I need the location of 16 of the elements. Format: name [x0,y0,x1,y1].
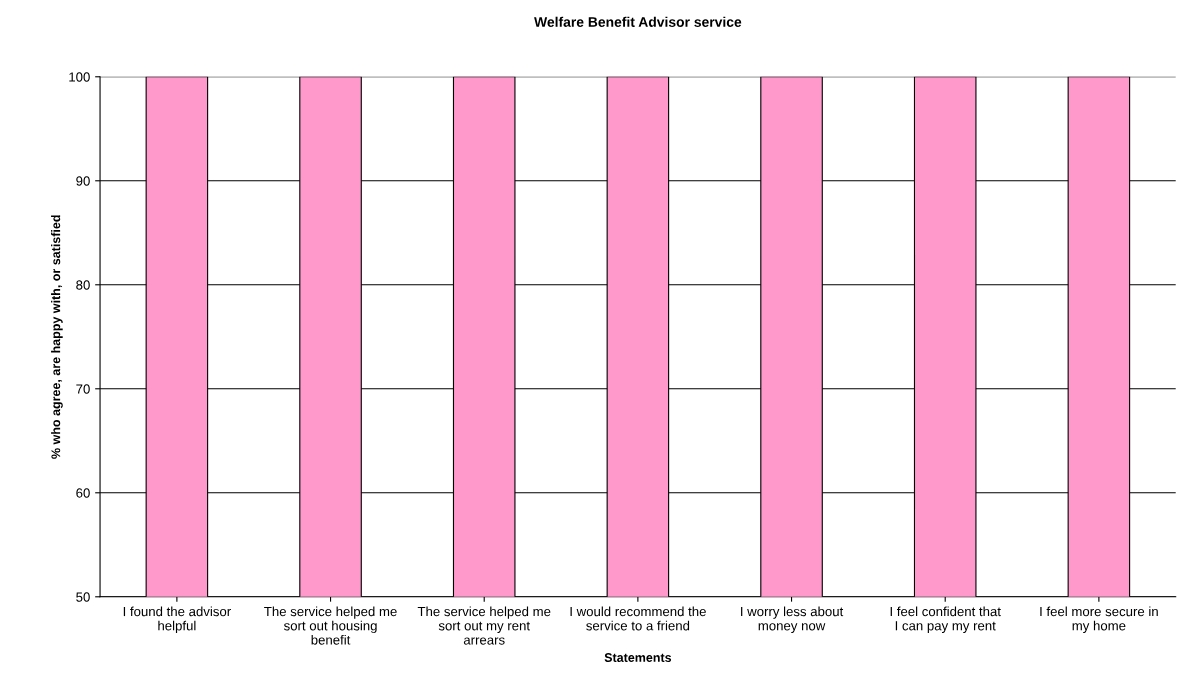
x-tick-label: The service helped me sort out my rent arrears [417,606,551,645]
x-axis-title: Statements [604,653,672,662]
x-tick-label: I worry less about money now [741,606,844,634]
y-tick-label: 60 [76,488,90,498]
x-tick-label: I feel more secure in my home [1040,606,1158,634]
x-tick-label: I would recommend the service to a friend [570,606,706,631]
y-tick-label: 70 [76,384,90,394]
y-tick-label: 90 [76,176,90,186]
x-tick-label: I feel confident that I can pay my rent [890,606,1001,634]
y-tick-label: 50 [76,592,90,602]
x-tick-label: The service helped me sort out housing benefit [264,606,397,645]
y-tick-label: 100 [69,72,90,82]
x-tick-label: I found the advisor helpful [123,606,231,634]
y-tick-label: 80 [76,280,90,290]
chart-title: Welfare Benefit Advisor service [534,16,742,27]
y-axis-title: % who agree, are happy with, or satisfied [51,215,63,459]
